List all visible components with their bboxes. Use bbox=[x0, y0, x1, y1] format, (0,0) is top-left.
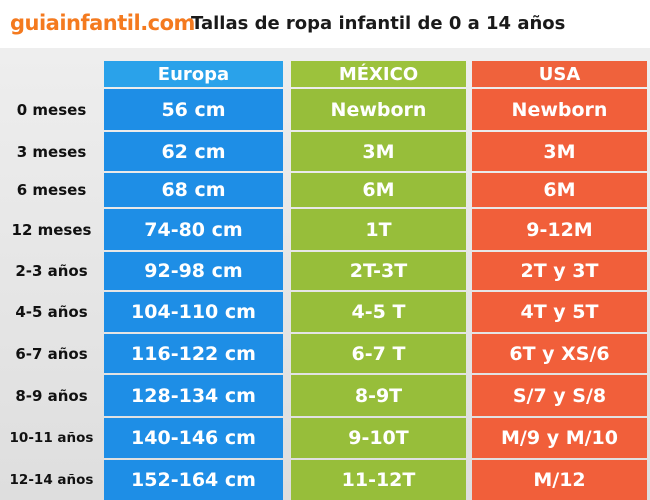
table-cell-europa: 92-98 cm bbox=[104, 252, 283, 290]
table-cell-mexico: Newborn bbox=[291, 89, 466, 130]
row-label: 12 meses bbox=[11, 220, 92, 239]
row-label: 2-3 años bbox=[15, 262, 88, 280]
row-label: 3 meses bbox=[16, 142, 87, 161]
table-cell-mexico: 8-9T bbox=[291, 375, 466, 416]
table-cell-europa: 56 cm bbox=[104, 89, 283, 130]
table-cell-usa: M/12 bbox=[472, 460, 647, 500]
table-cell-europa: 104-110 cm bbox=[104, 292, 283, 332]
site-logo[interactable]: guiainfantil.com bbox=[10, 11, 195, 35]
column-header-europa: Europa bbox=[104, 61, 283, 87]
size-table: Europa MÉXICO USA 0 meses 56 cm Newborn … bbox=[0, 48, 650, 500]
table-cell-europa: 74-80 cm bbox=[104, 209, 283, 250]
row-label: 8-9 años bbox=[15, 386, 88, 405]
table-cell-mexico: 6-7 T bbox=[291, 334, 466, 373]
table-cell-europa: 62 cm bbox=[104, 132, 283, 171]
table-cell-usa: 9-12M bbox=[472, 209, 647, 250]
table-cell-usa: Newborn bbox=[472, 89, 647, 130]
table-cell-usa: 2T y 3T bbox=[472, 252, 647, 290]
table-cell-mexico: 11-12T bbox=[291, 460, 466, 500]
table-cell-usa: 3M bbox=[472, 132, 647, 171]
row-label: 6-7 años bbox=[15, 344, 88, 363]
column-header-usa: USA bbox=[472, 61, 647, 87]
table-cell-mexico: 3M bbox=[291, 132, 466, 171]
table-cell-usa: S/7 y S/8 bbox=[472, 375, 647, 416]
table-cell-europa: 116-122 cm bbox=[104, 334, 283, 373]
row-label: 12-14 años bbox=[9, 472, 94, 488]
table-cell-usa: 6T y XS/6 bbox=[472, 334, 647, 373]
table-cell-usa: 4T y 5T bbox=[472, 292, 647, 332]
page-header: guiainfantil.com Tallas de ropa infantil… bbox=[0, 0, 650, 48]
table-cell-usa: 6M bbox=[472, 173, 647, 207]
row-label: 0 meses bbox=[16, 100, 87, 119]
table-cell-europa: 128-134 cm bbox=[104, 375, 283, 416]
table-cell-usa: M/9 y M/10 bbox=[472, 418, 647, 458]
row-label: 10-11 años bbox=[9, 430, 94, 446]
table-cell-mexico: 1T bbox=[291, 209, 466, 250]
table-cell-mexico: 2T-3T bbox=[291, 252, 466, 290]
table-cell-europa: 68 cm bbox=[104, 173, 283, 207]
row-label: 4-5 años bbox=[15, 303, 88, 321]
table-cell-europa: 152-164 cm bbox=[104, 460, 283, 500]
table-cell-europa: 140-146 cm bbox=[104, 418, 283, 458]
table-cell-mexico: 4-5 T bbox=[291, 292, 466, 332]
column-header-mexico: MÉXICO bbox=[291, 61, 466, 87]
table-cell-mexico: 6M bbox=[291, 173, 466, 207]
table-cell-mexico: 9-10T bbox=[291, 418, 466, 458]
page-title: Tallas de ropa infantil de 0 a 14 años bbox=[191, 13, 566, 34]
row-label: 6 meses bbox=[16, 181, 87, 199]
